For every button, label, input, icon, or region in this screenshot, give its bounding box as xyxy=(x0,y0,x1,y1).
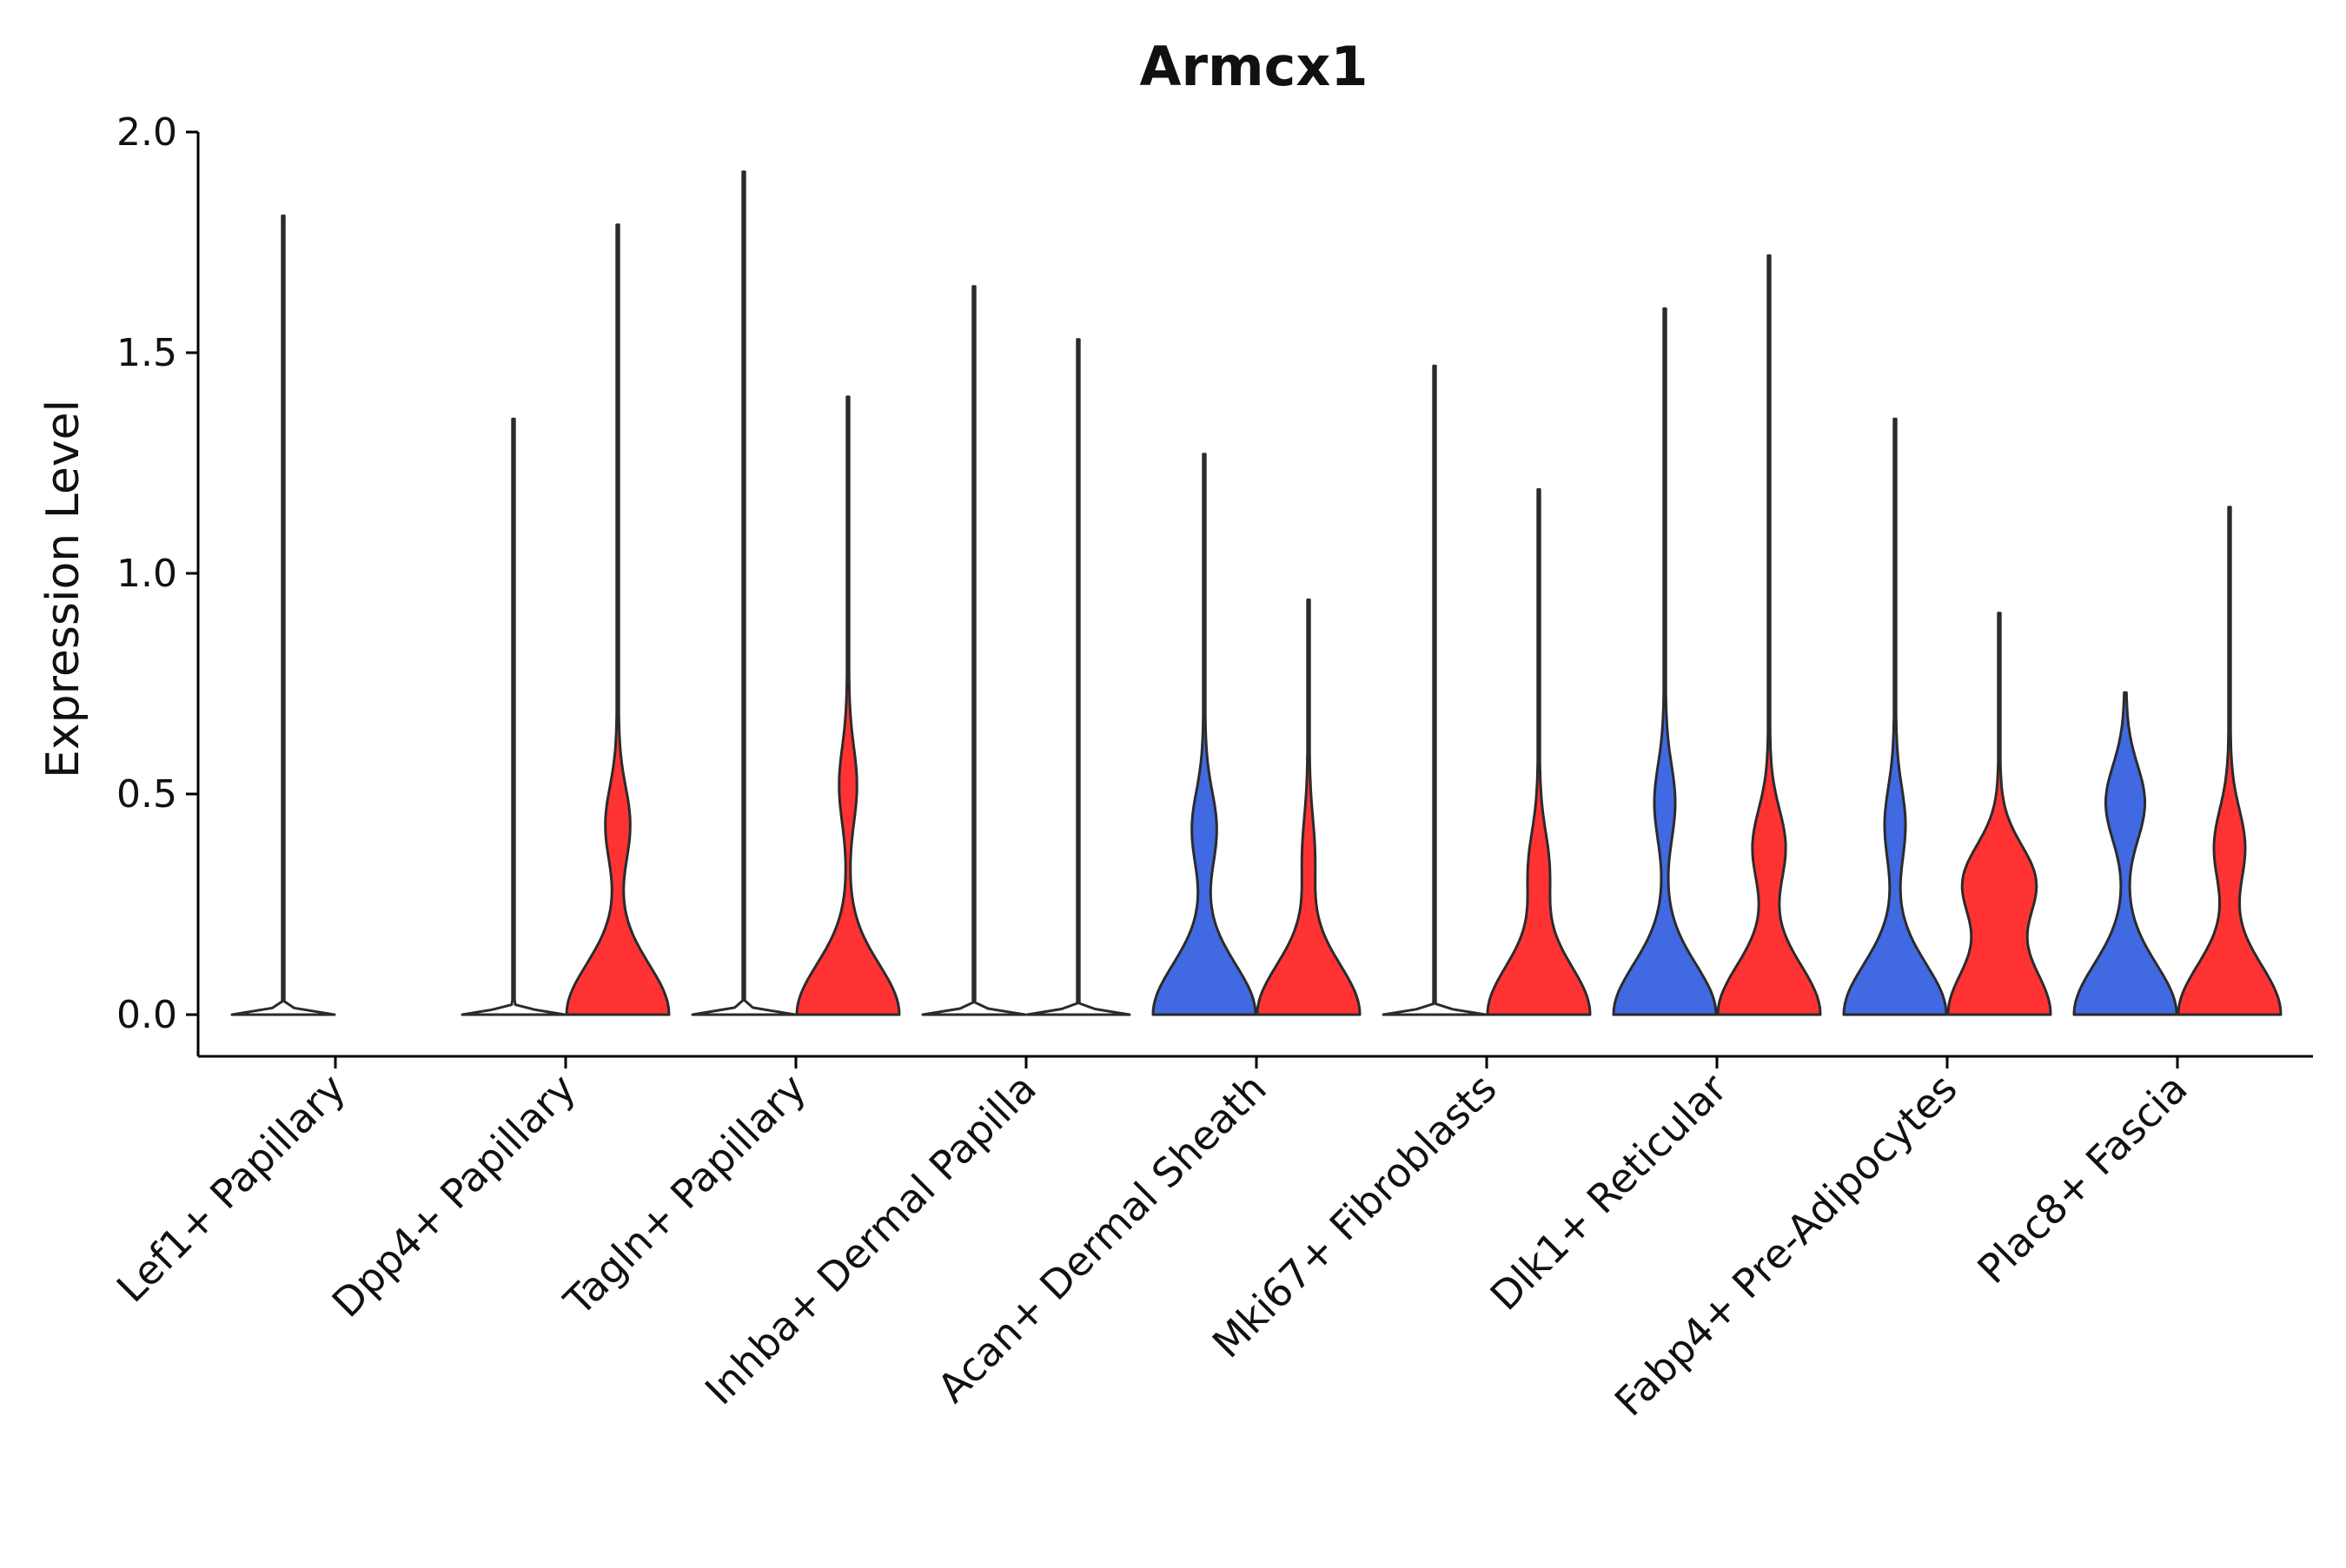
violin-dpp4-papillary-2 xyxy=(565,223,671,1016)
x-tick-label: Lef1+ Papillary xyxy=(108,1065,355,1312)
violin-lef1-papillary-1 xyxy=(230,215,336,1016)
violin-acan-dermal-sheath-2 xyxy=(1256,599,1362,1016)
y-axis-label: Expression Level xyxy=(37,400,89,778)
y-tick-label: 0.0 xyxy=(116,993,177,1037)
violin-plac8-fascia-2 xyxy=(2177,506,2283,1016)
violin-plac8-fascia-1 xyxy=(2072,691,2178,1016)
x-tick-label: Plac8+ Fascia xyxy=(1968,1065,2196,1293)
x-tick-label: Tagln+ Papillary xyxy=(554,1065,815,1326)
violin-dlk1-reticular-1 xyxy=(1612,307,1718,1016)
violin-tagln-papillary-2 xyxy=(795,395,901,1016)
violin-fabp4-pre-adipocytes-2 xyxy=(1946,612,2052,1016)
violin-acan-dermal-sheath-1 xyxy=(1151,453,1257,1016)
violin-tagln-papillary-1 xyxy=(691,170,797,1016)
x-tick-label: Dpp4+ Papillary xyxy=(323,1065,585,1327)
violin-dlk1-reticular-2 xyxy=(1716,254,1822,1016)
violin-inhba-dermal-papilla-2 xyxy=(1025,338,1131,1016)
violin-inhba-dermal-papilla-1 xyxy=(921,285,1027,1016)
y-tick-label: 0.5 xyxy=(116,772,177,817)
chart-title: Armcx1 xyxy=(1139,35,1368,98)
violin-dpp4-papillary-1 xyxy=(461,417,567,1016)
x-tick-label: Dlk1+ Reticular xyxy=(1481,1065,1736,1320)
y-tick-label: 1.5 xyxy=(116,331,177,375)
violin-marks xyxy=(230,170,2283,1016)
y-tick-label: 1.0 xyxy=(116,552,177,596)
violin-mki67-fibroblasts-2 xyxy=(1486,488,1592,1016)
violin-fabp4-pre-adipocytes-1 xyxy=(1842,417,1948,1016)
violin-mki67-fibroblasts-1 xyxy=(1382,364,1488,1016)
y-tick-label: 2.0 xyxy=(116,110,177,155)
y-axis: 0.0 0.5 1.0 1.5 2.0 xyxy=(116,110,200,1056)
